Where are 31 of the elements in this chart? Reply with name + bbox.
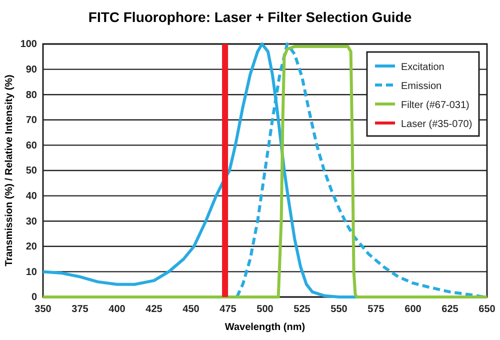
- y-tick-label: 50: [26, 166, 38, 177]
- y-tick-label: 30: [26, 216, 38, 228]
- y-axis-title: Transmission (%) / Relative Intensity (%): [4, 74, 15, 266]
- x-tick-label: 350: [34, 304, 52, 316]
- y-tick-label: 0: [31, 292, 38, 304]
- y-tick-label: 20: [26, 242, 38, 253]
- x-tick-label: 650: [478, 304, 496, 316]
- chart-title: FITC Fluorophore: Laser + Filter Selection Guide: [88, 9, 412, 25]
- y-tick-label: 80: [26, 90, 38, 101]
- x-tick-label: 450: [182, 304, 200, 316]
- legend-label: Laser (#35-070): [401, 119, 472, 130]
- x-axis-title: Wavelength (nm): [224, 322, 306, 333]
- x-tick-label: 375: [72, 304, 89, 316]
- legend-label: Filter (#67-031): [401, 100, 470, 111]
- x-tick-label: 575: [368, 304, 385, 316]
- y-tick-label: 100: [20, 39, 38, 50]
- y-tick-label: 40: [26, 191, 38, 202]
- y-tick-label: 90: [26, 64, 38, 76]
- x-tick-label: 600: [404, 304, 422, 316]
- legend-label: Emission: [401, 81, 442, 92]
- x-tick-label: 550: [330, 304, 348, 316]
- legend-label: Excitation: [401, 62, 444, 73]
- x-tick-label: 525: [294, 304, 311, 316]
- y-tick-label: 70: [26, 115, 38, 126]
- x-tick-label: 400: [108, 304, 126, 316]
- y-tick-label: 10: [26, 266, 38, 278]
- x-tick-label: 475: [220, 304, 237, 316]
- y-tick-label: 60: [26, 140, 38, 152]
- x-tick-label: 625: [442, 304, 459, 316]
- x-tick-label: 500: [256, 304, 274, 316]
- x-tick-label: 425: [146, 304, 163, 316]
